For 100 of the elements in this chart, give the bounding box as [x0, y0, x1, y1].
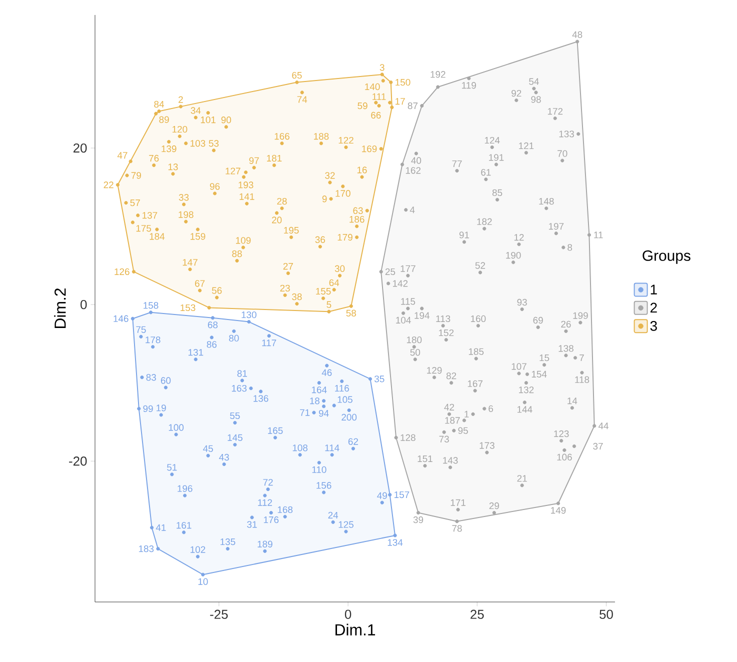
x-tick-label: 50	[600, 610, 613, 619]
annotation: 11	[594, 232, 603, 238]
annotation: 182	[477, 218, 492, 226]
annotation: 99	[143, 405, 153, 412]
annotation: 81	[237, 370, 247, 377]
annotation: 186	[350, 216, 364, 223]
point	[332, 404, 336, 408]
legend-label: 2	[650, 302, 657, 313]
annotation: 111	[372, 93, 386, 100]
annotation: 178	[146, 336, 160, 344]
annotation: 84	[154, 100, 164, 108]
annotation: 188	[314, 132, 329, 140]
annotation: 23	[280, 284, 290, 292]
x-tick-label: 25	[470, 610, 484, 619]
point	[170, 472, 174, 476]
annotation: 36	[315, 236, 325, 244]
point	[344, 530, 348, 534]
annotation: 42	[444, 404, 454, 410]
annotation: 17	[396, 98, 405, 105]
point	[347, 408, 351, 412]
point	[150, 526, 154, 530]
point	[210, 316, 215, 320]
point	[194, 358, 198, 362]
annotation: 129	[427, 367, 442, 374]
annotation: 31	[247, 521, 257, 528]
point	[206, 454, 210, 458]
point	[151, 345, 155, 349]
annotation: 102	[190, 546, 206, 553]
annotation: 21	[517, 475, 527, 482]
annotation: 97	[249, 157, 259, 164]
annotation: 22	[104, 182, 114, 188]
point	[249, 386, 253, 390]
annotation: 76	[149, 154, 159, 162]
annotation: 13	[168, 164, 178, 170]
annotation: 159	[190, 233, 206, 240]
point	[258, 390, 263, 394]
annotation: 195	[284, 226, 299, 234]
point	[317, 460, 321, 464]
annotation: 139	[162, 145, 176, 152]
point	[222, 462, 226, 466]
annotation: 132	[519, 386, 534, 394]
annotation: 137	[142, 212, 158, 219]
annotation: 44	[598, 422, 608, 430]
point	[393, 534, 397, 538]
annotation: 73	[439, 436, 449, 442]
annotation: 94	[318, 410, 329, 417]
annotation: 149	[551, 507, 566, 514]
annotation: 105	[338, 396, 352, 403]
annotation: 142	[392, 280, 408, 287]
annotation: 70	[558, 150, 568, 157]
annotation: 153	[180, 304, 196, 312]
annotation: 91	[459, 232, 470, 238]
annotation: 172	[548, 108, 563, 115]
annotation: 185	[468, 348, 484, 355]
point	[240, 378, 244, 382]
annotation: 128	[400, 434, 416, 441]
point	[266, 487, 270, 492]
annotation: 107	[512, 363, 526, 370]
annotation: 158	[144, 302, 158, 309]
point	[322, 404, 326, 408]
point	[233, 442, 237, 446]
annotation: 171	[450, 499, 466, 506]
annotation: 140	[365, 83, 380, 90]
annotation: 154	[532, 370, 547, 378]
annotation: 148	[539, 198, 554, 205]
point	[351, 446, 356, 450]
annotation: 183	[138, 545, 154, 552]
annotation: 110	[312, 466, 326, 474]
annotation: 46	[322, 369, 332, 376]
annotation: 69	[533, 316, 543, 324]
annotation: 20	[272, 216, 282, 224]
annotation: 39	[413, 516, 424, 524]
annotation: 130	[242, 311, 256, 318]
annotation: 14	[568, 398, 578, 404]
annotation: 79	[131, 172, 141, 179]
point	[156, 546, 160, 551]
annotation: 7	[580, 354, 584, 362]
annotation: 160	[470, 315, 486, 322]
point	[269, 510, 273, 515]
annotation: 106	[557, 454, 572, 460]
annotation: 138	[558, 345, 574, 352]
annotation: 9	[322, 196, 327, 202]
annotation: 143	[443, 457, 458, 464]
annotation: 108	[292, 444, 308, 452]
annotation: 113	[436, 315, 450, 322]
annotation: 30	[334, 265, 345, 272]
point	[183, 494, 187, 498]
point	[263, 549, 267, 553]
point	[247, 320, 251, 324]
point	[322, 490, 326, 494]
annotation: 64	[329, 279, 340, 286]
annotation: 75	[136, 326, 146, 333]
annotation: 2	[178, 96, 183, 103]
annotation: 34	[190, 107, 201, 114]
point	[298, 453, 302, 457]
annotation: 127	[226, 168, 240, 174]
annotation: 5	[326, 301, 332, 308]
annotation: 151	[418, 455, 432, 462]
annotation: 38	[292, 293, 302, 300]
annotation: 118	[575, 376, 590, 384]
